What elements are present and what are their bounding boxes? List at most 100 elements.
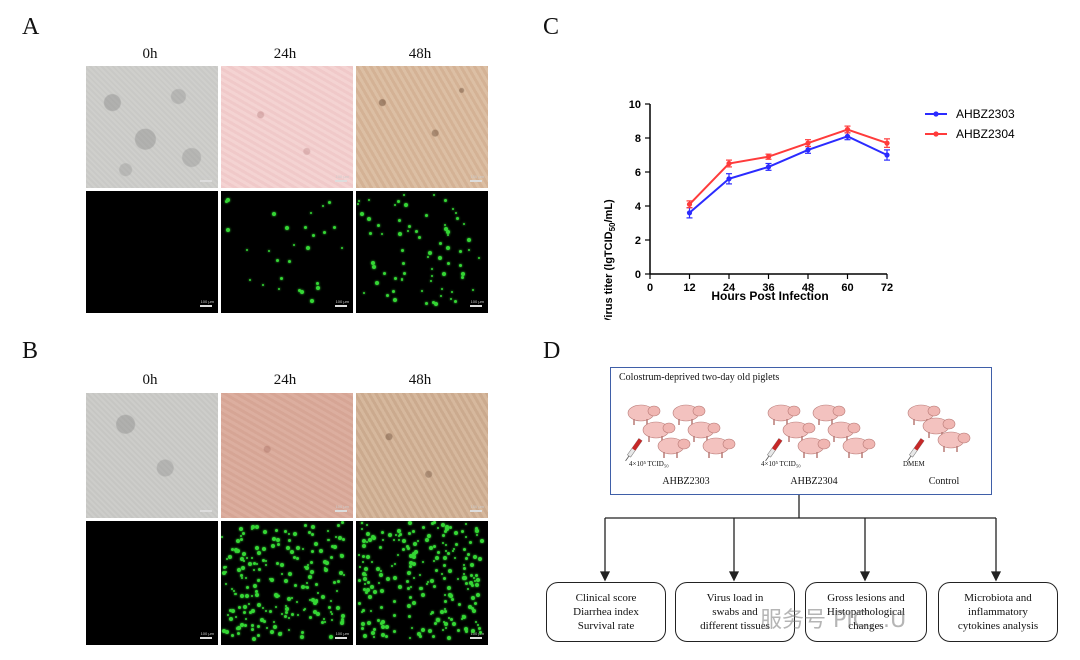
fluorescent-cell: [433, 545, 437, 549]
fluorescent-cell: [305, 566, 310, 571]
fluorescent-cell: [367, 595, 372, 600]
fluorescent-cell: [407, 229, 410, 232]
fluorescent-cell: [257, 568, 261, 572]
fluorescent-cell: [357, 578, 361, 582]
group-dose-2: 4×10⁵ TCID₅₀: [761, 460, 801, 468]
fluorescent-cell: [274, 594, 279, 599]
fluorescent-cell: [471, 583, 475, 587]
fluorescent-cell: [310, 532, 314, 536]
fluorescent-cell: [433, 521, 437, 525]
fluorescent-cell: [311, 597, 316, 602]
fluorescent-cell: [310, 298, 315, 303]
fluorescent-cell: [413, 550, 418, 555]
fluorescent-cell: [462, 566, 466, 570]
fluorescent-cell: [287, 533, 290, 536]
fluorescent-cell: [301, 548, 304, 551]
fluorescent-cell: [408, 596, 412, 600]
fluorescent-cell: [242, 560, 245, 563]
fluorescent-cell: [249, 611, 253, 615]
fluorescent-cell: [295, 556, 299, 560]
piglet-head: [787, 405, 801, 417]
fluorescent-cell: [326, 530, 329, 533]
fluorescent-cell: [434, 622, 438, 626]
fluorescent-cell: [308, 576, 311, 579]
fluorescent-cell: [422, 561, 425, 564]
fluorescent-cell: [287, 572, 292, 577]
fluorescent-cell: [383, 272, 387, 276]
fluorescent-cell: [221, 570, 226, 575]
data-point-ahbz2303: [884, 152, 890, 158]
fluorescent-cell: [299, 290, 304, 295]
legend-marker-ahbz2303: [933, 111, 939, 117]
fluorescent-cell: [411, 529, 415, 533]
data-point-ahbz2303: [844, 133, 851, 139]
fluorescent-cell: [323, 567, 326, 570]
fluorescent-cell: [408, 636, 411, 639]
fluorescent-cell: [449, 618, 453, 622]
fluorescent-cell: [328, 605, 332, 609]
piglet-icon: [627, 404, 661, 425]
fluorescent-cell: [328, 200, 332, 204]
fluorescent-cell: [408, 521, 413, 526]
fluorescent-cell: [261, 546, 266, 551]
fluorescent-cell: [303, 609, 306, 612]
fluorescent-cell: [246, 556, 249, 559]
b-fluorescence-24h: 100 μm: [221, 521, 353, 645]
fluorescent-cell: [400, 278, 403, 281]
fluorescent-cell: [320, 595, 325, 600]
fluorescent-cell: [431, 521, 435, 525]
fluorescent-cell: [458, 263, 462, 267]
piglet-icon: [702, 437, 736, 458]
fluorescent-cell: [368, 232, 372, 236]
fluorescent-cell: [430, 268, 433, 271]
fluorescent-cell: [436, 618, 441, 623]
fluorescent-cell: [313, 542, 318, 547]
fluorescent-cell: [402, 547, 406, 551]
chart-y-tick-label: 8: [635, 133, 641, 145]
piglet-icon: [907, 404, 941, 425]
data-point-ahbz2304: [805, 140, 811, 146]
fluorescent-cell: [297, 613, 300, 616]
fluorescent-cell: [254, 592, 259, 597]
fluorescent-cell: [291, 597, 294, 600]
fluorescent-cell: [477, 627, 481, 631]
fluorescent-cell: [226, 558, 229, 561]
fluorescent-cell: [427, 533, 432, 538]
fluorescent-cell: [431, 611, 435, 615]
b-time-label-24h: 24h: [273, 372, 297, 388]
fluorescent-cell: [379, 572, 384, 577]
fluorescent-cell: [329, 555, 333, 559]
fluorescent-cell: [385, 577, 390, 582]
chart-y-tick-label: 10: [629, 99, 641, 111]
fluorescent-cell: [475, 592, 480, 597]
fluorescent-cell: [312, 234, 316, 238]
fluorescent-cell: [310, 569, 315, 574]
fluorescent-cell: [460, 276, 464, 280]
syringe-needle: [765, 455, 770, 462]
fluorescent-cell: [377, 618, 381, 622]
fluorescent-cell: [329, 600, 332, 602]
fluorescent-cell: [385, 634, 389, 638]
fluorescent-cell: [225, 199, 229, 203]
data-point-ahbz2304: [765, 154, 772, 160]
fluorescent-cell: [332, 581, 336, 585]
fluorescent-cell: [434, 302, 439, 307]
fluorescent-cell: [464, 557, 468, 561]
fluorescent-cell: [443, 199, 447, 203]
fluorescent-cell: [339, 553, 342, 556]
fluorescent-cell: [397, 231, 402, 236]
piglet-icon: [812, 404, 846, 425]
fluorescent-cell: [249, 279, 252, 282]
fluorescent-cell: [440, 287, 443, 290]
fluorescent-cell: [309, 211, 312, 214]
fluorescent-cell: [304, 524, 308, 528]
group-label-ahbz2304: AHBZ2304: [790, 476, 838, 487]
fluorescent-cell: [252, 584, 257, 589]
chart-x-tick-label: 12: [683, 282, 695, 294]
chart-y-tick-label: 6: [635, 167, 641, 179]
fluorescent-cell: [456, 629, 460, 633]
fluorescent-cell: [444, 610, 448, 614]
fluorescent-cell: [300, 634, 305, 639]
fluorescent-cell: [245, 577, 247, 580]
